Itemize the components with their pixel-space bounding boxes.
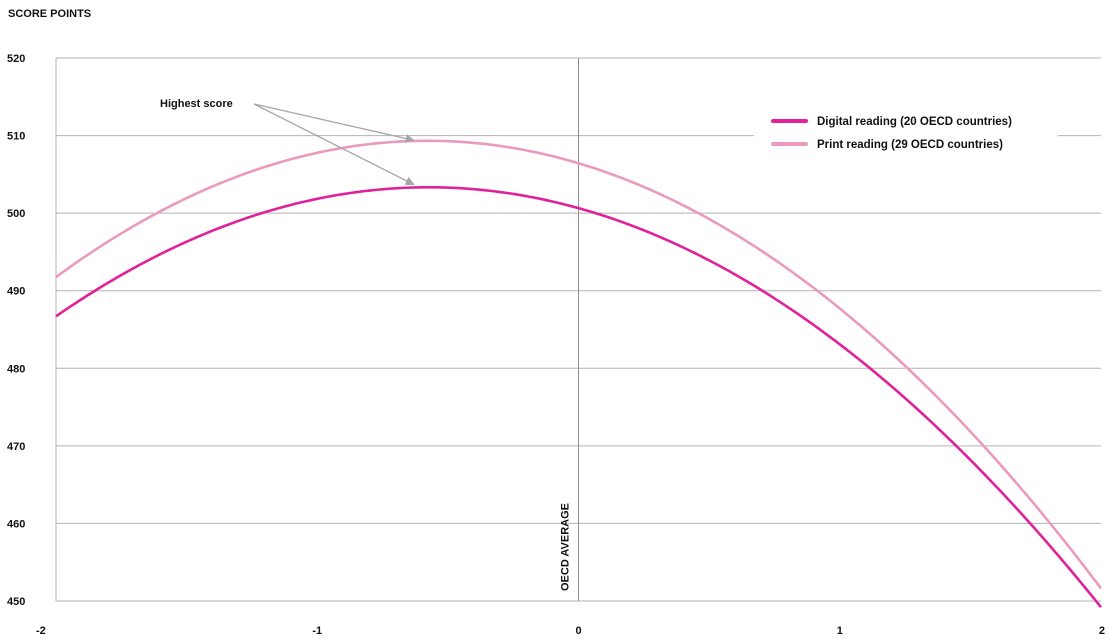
x-tick-label-2: 2 bbox=[1099, 625, 1105, 637]
series-line-print-reading bbox=[55, 139, 1103, 590]
annotation-arrow-print bbox=[253, 103, 415, 143]
y-tick-label-460: 460 bbox=[7, 518, 25, 530]
y-tick-label-520: 520 bbox=[7, 53, 25, 65]
y-tick-label-450: 450 bbox=[7, 596, 25, 608]
x-tick-label-1: 1 bbox=[837, 625, 843, 637]
y-tick-label-510: 510 bbox=[7, 131, 25, 143]
oecd-average-label: OECD AVERAGE bbox=[560, 503, 572, 591]
y-tick-label-490: 490 bbox=[7, 286, 25, 298]
x-tick-label-0: 0 bbox=[575, 625, 581, 637]
y-tick-label-480: 480 bbox=[7, 363, 25, 375]
series-lines bbox=[55, 139, 1103, 609]
annotation-arrow-digital bbox=[253, 103, 415, 186]
legend: Digital reading (20 OECD countries) Print… bbox=[754, 97, 1058, 176]
series-line-digital-reading bbox=[55, 185, 1103, 609]
legend-label-print: Print reading (29 OECD countries) bbox=[817, 139, 1003, 151]
oecd-average-reference: OECD AVERAGE bbox=[560, 58, 579, 601]
y-tick-labels: 450 460 470 480 490 500 510 520 bbox=[7, 53, 25, 608]
legend-box bbox=[754, 97, 1058, 176]
x-tick-labels: -2 -1 0 1 2 bbox=[36, 625, 1105, 637]
y-axis-title: SCORE POINTS bbox=[8, 8, 91, 20]
annotation-label: Highest score bbox=[160, 98, 233, 110]
legend-label-digital: Digital reading (20 OECD countries) bbox=[817, 116, 1012, 128]
y-tick-label-500: 500 bbox=[7, 208, 25, 220]
x-tick-label--1: -1 bbox=[312, 625, 322, 637]
x-tick-label--2: -2 bbox=[36, 625, 46, 637]
highest-score-annotation: Highest score bbox=[160, 98, 415, 186]
y-tick-label-470: 470 bbox=[7, 441, 25, 453]
